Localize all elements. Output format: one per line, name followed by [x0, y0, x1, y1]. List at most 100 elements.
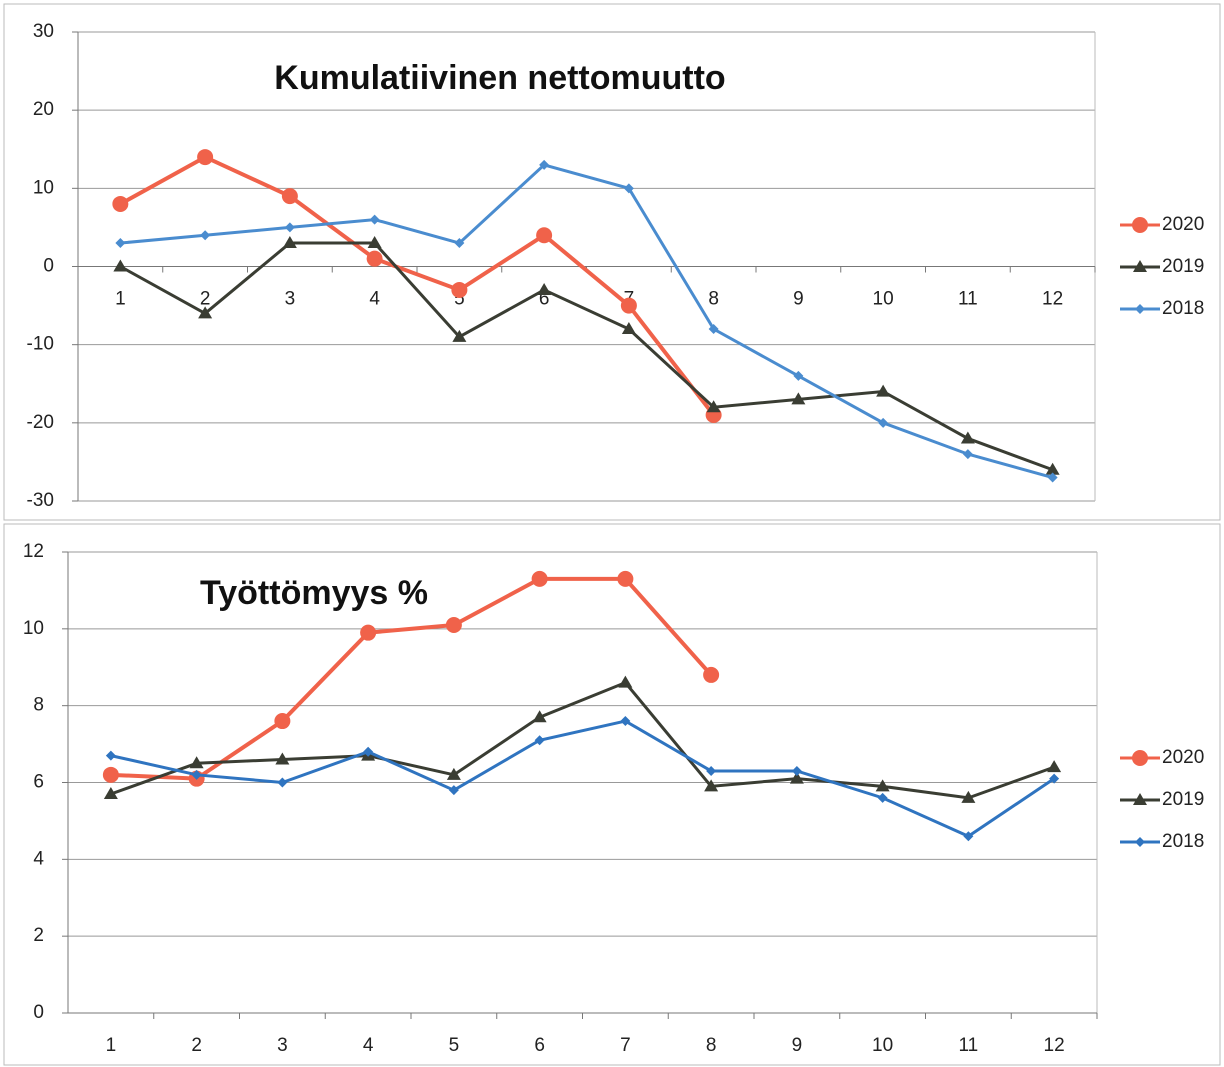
x-tick-label: 9	[793, 289, 804, 310]
y-tick-label: -10	[27, 334, 54, 355]
marker	[191, 769, 202, 780]
legend-label: 2019	[1162, 789, 1204, 810]
marker	[876, 384, 891, 397]
series-line	[119, 154, 716, 417]
series-line	[110, 680, 1055, 800]
marker	[621, 322, 636, 335]
y-tick-label: 10	[23, 618, 44, 639]
marker	[369, 214, 380, 225]
y-tick-label: 6	[33, 772, 44, 793]
x-tick-label: 3	[277, 1035, 288, 1056]
x-tick-label: 11	[959, 1035, 979, 1056]
y-tick-label: -30	[27, 490, 54, 511]
marker	[1049, 773, 1060, 784]
x-tick-label: 2	[200, 289, 211, 310]
marker	[277, 777, 288, 788]
marker	[105, 750, 116, 761]
marker	[708, 324, 719, 335]
y-tick-label: -20	[27, 412, 54, 433]
legend-label: 2020	[1162, 214, 1204, 235]
marker	[360, 624, 377, 641]
legend-label: 2018	[1162, 298, 1204, 319]
x-tick-label: 3	[285, 289, 296, 310]
marker	[791, 765, 802, 776]
y-tick-label: 2	[33, 925, 44, 946]
marker	[618, 675, 633, 688]
marker	[960, 431, 975, 444]
marker	[531, 570, 548, 587]
marker	[877, 792, 888, 803]
x-tick-label: 1	[106, 1035, 117, 1056]
x-tick-label: 9	[792, 1035, 803, 1056]
marker	[102, 766, 119, 783]
marker	[112, 195, 129, 212]
marker	[962, 449, 973, 460]
x-tick-label: 8	[708, 289, 719, 310]
x-tick-label: 4	[369, 289, 380, 310]
marker	[963, 831, 974, 842]
marker	[706, 400, 721, 413]
marker	[275, 752, 290, 765]
x-tick-label: 2	[191, 1035, 202, 1056]
marker	[704, 779, 719, 792]
marker	[532, 710, 547, 723]
x-tick-label: 4	[363, 1035, 374, 1056]
marker	[282, 236, 297, 249]
x-tick-label: 7	[620, 1035, 631, 1056]
y-tick-label: 20	[33, 99, 54, 120]
y-tick-label: 10	[33, 177, 54, 198]
legend-label: 2019	[1162, 256, 1204, 277]
marker	[1133, 793, 1147, 805]
marker	[200, 230, 211, 241]
marker	[284, 222, 295, 233]
marker	[789, 771, 804, 784]
frame	[3, 3, 1221, 521]
marker	[103, 787, 118, 800]
marker	[1135, 304, 1145, 314]
marker	[189, 756, 204, 769]
legend-label: 2018	[1162, 831, 1204, 852]
y-tick-label: 8	[33, 695, 44, 716]
marker	[366, 250, 383, 267]
marker	[620, 297, 637, 314]
marker	[623, 183, 634, 194]
marker	[539, 159, 550, 170]
marker	[1135, 837, 1145, 847]
x-tick-label: 10	[872, 1035, 893, 1056]
y-tick-label: 0	[33, 1002, 44, 1023]
marker	[536, 227, 553, 244]
marker	[454, 238, 465, 249]
marker	[445, 616, 462, 633]
marker	[534, 735, 545, 746]
marker	[537, 282, 552, 295]
series-line	[119, 241, 1054, 472]
marker	[617, 570, 634, 587]
chart-title: Työttömyys %	[200, 574, 428, 612]
marker	[198, 306, 213, 319]
marker	[113, 259, 128, 272]
x-tick-label: 12	[1042, 289, 1063, 310]
x-tick-label: 12	[1044, 1035, 1065, 1056]
legend-label: 2020	[1162, 747, 1204, 768]
marker	[875, 779, 890, 792]
marker	[367, 236, 382, 249]
marker	[791, 392, 806, 405]
marker	[1047, 760, 1062, 773]
marker	[197, 149, 214, 166]
x-tick-label: 5	[449, 1035, 460, 1056]
marker	[446, 767, 461, 780]
marker	[706, 765, 717, 776]
marker	[620, 716, 631, 727]
series-line	[120, 163, 1054, 479]
frame	[3, 523, 1221, 1066]
series-line	[110, 576, 713, 781]
y-tick-label: 12	[23, 541, 44, 562]
y-tick-label: 4	[33, 848, 44, 869]
y-tick-label: 30	[33, 21, 54, 42]
x-tick-label: 10	[873, 289, 894, 310]
x-tick-label: 1	[115, 289, 126, 310]
marker	[448, 785, 459, 796]
marker	[1047, 472, 1058, 483]
marker	[1045, 462, 1060, 475]
